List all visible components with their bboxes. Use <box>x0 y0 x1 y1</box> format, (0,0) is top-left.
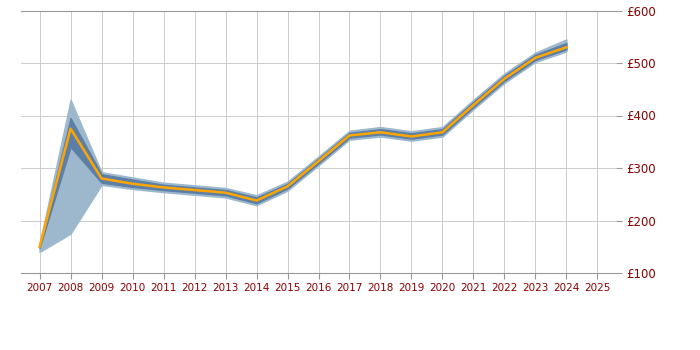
Legend: Median, 25th to 75th Percentile Range, 10th to 90th Percentile Range: Median, 25th to 75th Percentile Range, 1… <box>32 348 522 350</box>
